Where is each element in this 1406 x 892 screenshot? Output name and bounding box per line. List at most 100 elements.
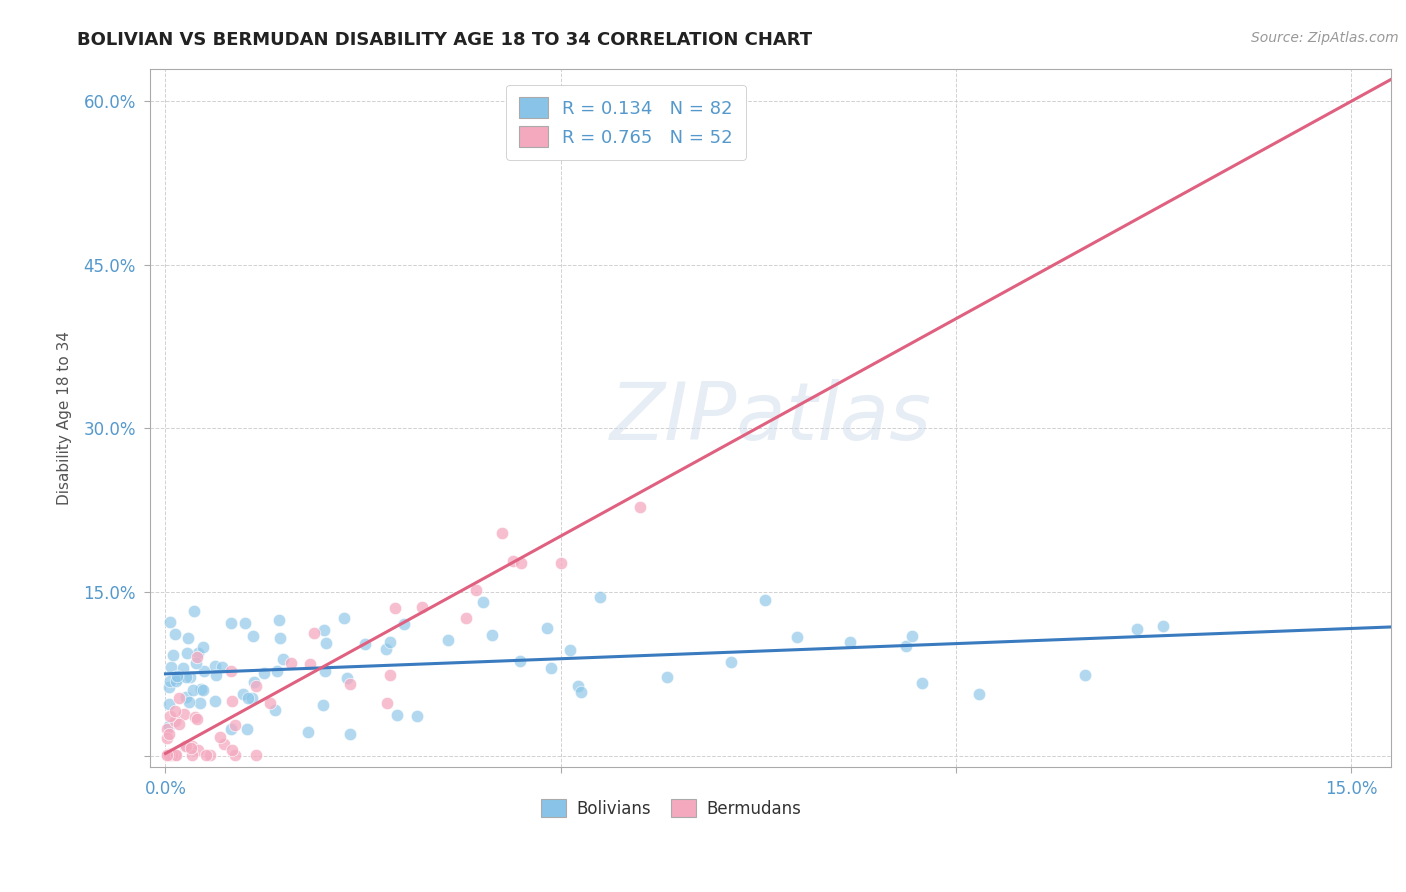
Point: [156, 722, 179, 736]
Point: [394, 616, 416, 631]
Point: [297, 724, 319, 739]
Point: [558, 643, 581, 657]
Point: [911, 676, 934, 690]
Point: [176, 646, 198, 660]
Point: [1152, 618, 1174, 632]
Point: [166, 671, 188, 685]
Point: [259, 697, 281, 711]
Point: [339, 727, 361, 741]
Point: [160, 748, 183, 763]
Point: [198, 748, 221, 763]
Point: [242, 690, 264, 705]
Legend: Bolivians, Bermudans: Bolivians, Bermudans: [534, 793, 807, 824]
Point: [509, 654, 531, 668]
Point: [180, 740, 202, 755]
Point: [243, 674, 266, 689]
Point: [224, 718, 246, 732]
Point: [245, 679, 267, 693]
Point: [173, 706, 195, 721]
Point: [179, 670, 201, 684]
Point: [221, 742, 243, 756]
Point: [169, 690, 191, 705]
Point: [165, 747, 187, 762]
Point: [159, 680, 181, 694]
Point: [190, 682, 212, 697]
Point: [336, 671, 359, 685]
Point: [186, 712, 208, 726]
Point: [1125, 622, 1147, 636]
Point: [384, 600, 406, 615]
Point: [536, 621, 558, 635]
Point: [374, 642, 396, 657]
Point: [191, 640, 214, 654]
Point: [1073, 667, 1095, 681]
Point: [177, 632, 200, 646]
Point: [166, 669, 188, 683]
Point: [163, 714, 186, 728]
Point: [176, 739, 198, 753]
Point: [589, 590, 612, 604]
Point: [481, 628, 503, 642]
Point: [894, 639, 917, 653]
Point: [181, 748, 204, 763]
Point: [233, 615, 256, 630]
Point: [314, 623, 336, 637]
Text: Source: ZipAtlas.com: Source: ZipAtlas.com: [1251, 31, 1399, 45]
Point: [838, 635, 860, 649]
Point: [157, 748, 180, 763]
Point: [354, 637, 377, 651]
Point: [159, 615, 181, 629]
Point: [156, 748, 179, 763]
Point: [157, 747, 180, 761]
Point: [550, 556, 572, 570]
Point: [211, 659, 233, 673]
Point: [162, 648, 184, 663]
Point: [188, 696, 211, 710]
Point: [191, 682, 214, 697]
Point: [159, 697, 181, 711]
Point: [242, 629, 264, 643]
Y-axis label: Disability Age 18 to 34: Disability Age 18 to 34: [58, 331, 72, 505]
Point: [252, 666, 274, 681]
Point: [174, 739, 197, 753]
Point: [315, 636, 337, 650]
Point: [754, 592, 776, 607]
Point: [160, 660, 183, 674]
Point: [183, 604, 205, 618]
Point: [219, 664, 242, 678]
Point: [491, 526, 513, 541]
Point: [304, 626, 326, 640]
Point: [163, 627, 186, 641]
Point: [264, 703, 287, 717]
Point: [312, 698, 335, 712]
Point: [655, 670, 678, 684]
Point: [238, 690, 260, 705]
Point: [204, 694, 226, 708]
Point: [456, 611, 478, 625]
Point: [471, 595, 494, 609]
Point: [380, 635, 402, 649]
Point: [212, 737, 235, 751]
Point: [628, 500, 651, 515]
Point: [208, 730, 231, 744]
Point: [159, 709, 181, 723]
Point: [332, 610, 354, 624]
Point: [195, 748, 218, 763]
Point: [156, 731, 179, 745]
Point: [159, 727, 181, 741]
Point: [165, 673, 187, 688]
Point: [159, 673, 181, 688]
Point: [179, 695, 201, 709]
Point: [378, 668, 401, 682]
Point: [786, 630, 808, 644]
Point: [219, 722, 242, 736]
Point: [245, 748, 267, 763]
Point: [204, 659, 226, 673]
Point: [184, 710, 207, 724]
Point: [187, 742, 209, 756]
Point: [387, 708, 409, 723]
Point: [901, 629, 924, 643]
Point: [163, 704, 186, 718]
Point: [411, 600, 433, 615]
Text: BOLIVIAN VS BERMUDAN DISABILITY AGE 18 TO 34 CORRELATION CHART: BOLIVIAN VS BERMUDAN DISABILITY AGE 18 T…: [77, 31, 813, 49]
